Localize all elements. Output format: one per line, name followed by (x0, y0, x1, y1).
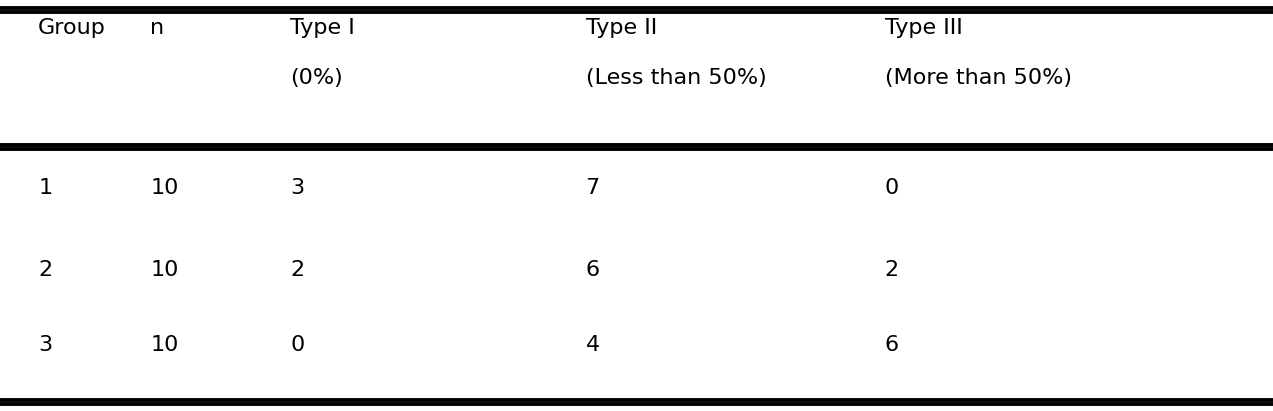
Text: Type III: Type III (885, 18, 962, 38)
Text: 3: 3 (290, 178, 304, 198)
Text: 3: 3 (38, 335, 52, 355)
Text: 7: 7 (586, 178, 600, 198)
Text: (Less than 50%): (Less than 50%) (586, 68, 766, 88)
Text: (0%): (0%) (290, 68, 342, 88)
Text: 0: 0 (885, 178, 899, 198)
Text: Type I: Type I (290, 18, 355, 38)
Text: 10: 10 (150, 260, 178, 280)
Text: 2: 2 (885, 260, 899, 280)
Text: (More than 50%): (More than 50%) (885, 68, 1072, 88)
Text: Type II: Type II (586, 18, 657, 38)
Text: 0: 0 (290, 335, 304, 355)
Text: 6: 6 (586, 260, 600, 280)
Text: 4: 4 (586, 335, 600, 355)
Text: n: n (150, 18, 164, 38)
Text: 2: 2 (38, 260, 52, 280)
Text: 10: 10 (150, 335, 178, 355)
Text: 1: 1 (38, 178, 52, 198)
Text: 2: 2 (290, 260, 304, 280)
Text: 10: 10 (150, 178, 178, 198)
Text: Group: Group (38, 18, 106, 38)
Text: 6: 6 (885, 335, 899, 355)
